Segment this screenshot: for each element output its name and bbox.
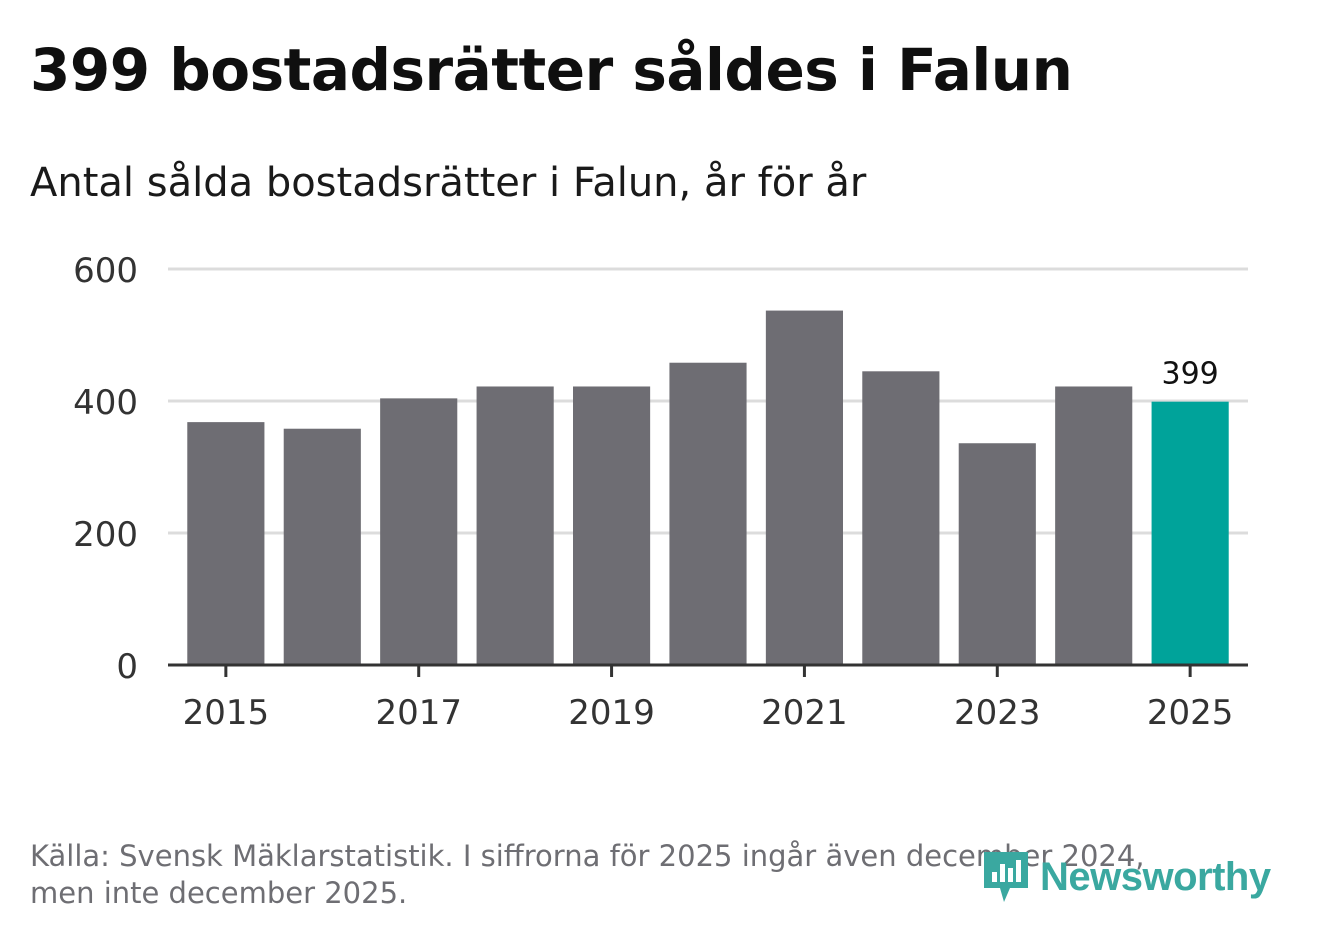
source-line-1: Källa: Svensk Mäklarstatistik. I siffror…	[30, 839, 1145, 873]
x-axis-labels: 2015 2017 2019 2021 2023 2025	[183, 693, 1234, 733]
bars	[187, 310, 1229, 665]
bar-chart: 0 200 400 600 2015 2017 2019 2021 2023 2025 399	[73, 251, 1248, 733]
bar-2023	[958, 443, 1036, 665]
x-tick-label-2017: 2017	[375, 693, 462, 733]
y-axis-labels: 0 200 400 600	[73, 251, 138, 687]
bar-2017	[380, 398, 458, 665]
x-tick-label-2015: 2015	[183, 693, 270, 733]
source-note: Källa: Svensk Mäklarstatistik. I siffror…	[30, 838, 1230, 912]
y-tick-label-600: 600	[73, 251, 138, 291]
bar-2016	[283, 428, 361, 665]
data-labels: 399	[1162, 357, 1219, 392]
bar-2015	[187, 422, 265, 665]
y-tick-label-0: 0	[116, 647, 138, 687]
newsworthy-logo: Newsworthy	[980, 848, 1271, 906]
x-tick-label-2019: 2019	[568, 693, 655, 733]
bar-2025	[1151, 401, 1229, 665]
bar-2018	[476, 386, 554, 665]
data-label-2025: 399	[1162, 357, 1219, 392]
x-tick-label-2025: 2025	[1147, 693, 1234, 733]
y-tick-label-400: 400	[73, 383, 138, 423]
chart-subtitle: Antal sålda bostadsrätter i Falun, år fö…	[30, 160, 867, 206]
x-tick-label-2021: 2021	[761, 693, 848, 733]
newsworthy-logo-icon	[984, 852, 1028, 902]
newsworthy-wordmark: Newsworthy	[1040, 854, 1271, 899]
bar-2022	[862, 371, 940, 665]
y-tick-label-200: 200	[73, 515, 138, 555]
source-line-2: men inte december 2025.	[30, 876, 408, 910]
x-tick-label-2023: 2023	[954, 693, 1041, 733]
x-axis	[168, 663, 1248, 677]
chart-title: 399 bostadsrätter såldes i Falun	[30, 36, 1073, 104]
bar-2020	[669, 362, 747, 665]
bar-2019	[573, 386, 651, 665]
bar-2024	[1055, 386, 1133, 665]
bar-2021	[765, 310, 843, 665]
